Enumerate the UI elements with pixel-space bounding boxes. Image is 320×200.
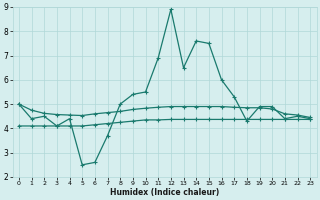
X-axis label: Humidex (Indice chaleur): Humidex (Indice chaleur): [110, 188, 219, 197]
